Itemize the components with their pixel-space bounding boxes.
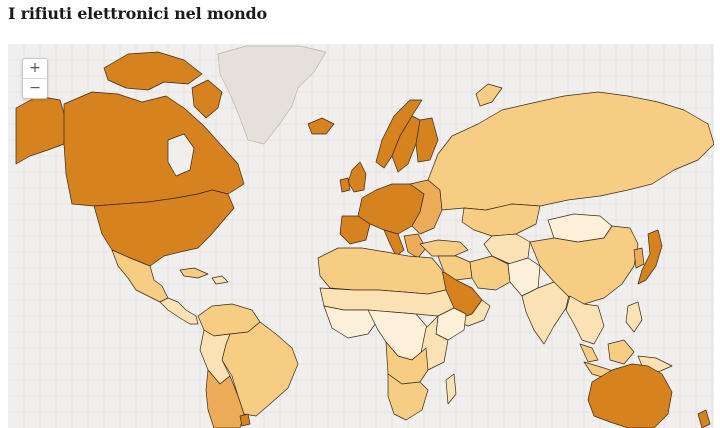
region-new-zealand[interactable] <box>697 409 711 428</box>
region-greenland[interactable] <box>217 45 327 145</box>
region-kazakhstan[interactable] <box>461 203 541 237</box>
region-indonesia-e[interactable] <box>637 355 673 373</box>
region-australia[interactable] <box>587 363 673 428</box>
region-southern-africa[interactable] <box>387 373 429 421</box>
hudson-bay <box>167 133 195 177</box>
region-japan[interactable] <box>637 229 663 285</box>
region-borneo[interactable] <box>607 339 635 365</box>
region-hispaniola[interactable] <box>211 275 229 285</box>
region-india[interactable] <box>521 281 571 345</box>
page-title: I rifiuti elettronici nel mondo <box>8 4 267 23</box>
region-turkey[interactable] <box>419 239 469 257</box>
region-ireland[interactable] <box>339 177 351 193</box>
region-mongolia[interactable] <box>547 213 613 243</box>
region-finland[interactable] <box>415 117 439 163</box>
region-philippines[interactable] <box>625 301 643 333</box>
region-central-america[interactable] <box>159 297 199 325</box>
region-china[interactable] <box>529 225 639 305</box>
region-novaya-zemlya[interactable] <box>475 83 503 107</box>
zoom-control: + − <box>22 58 48 99</box>
region-italy[interactable] <box>383 229 405 257</box>
region-iberia[interactable] <box>339 215 371 245</box>
map-canvas[interactable] <box>8 44 714 428</box>
region-cuba[interactable] <box>179 267 209 279</box>
world-map[interactable] <box>8 44 714 428</box>
region-canada-islands[interactable] <box>103 51 203 91</box>
region-brazil[interactable] <box>221 321 299 417</box>
region-iceland[interactable] <box>307 117 335 135</box>
region-west-africa[interactable] <box>323 305 379 339</box>
region-uruguay[interactable] <box>239 413 251 427</box>
region-baffin-island[interactable] <box>191 79 223 119</box>
region-malaysia[interactable] <box>579 343 599 363</box>
region-madagascar[interactable] <box>445 373 457 405</box>
region-indochina[interactable] <box>565 295 605 345</box>
region-balkans-greece[interactable] <box>403 233 427 259</box>
region-peru-bolivia[interactable] <box>199 329 231 385</box>
zoom-in-button[interactable]: + <box>29 60 41 76</box>
region-korea[interactable] <box>633 247 645 269</box>
zoom-out-button[interactable]: − <box>23 78 47 98</box>
region-norway[interactable] <box>375 99 423 169</box>
